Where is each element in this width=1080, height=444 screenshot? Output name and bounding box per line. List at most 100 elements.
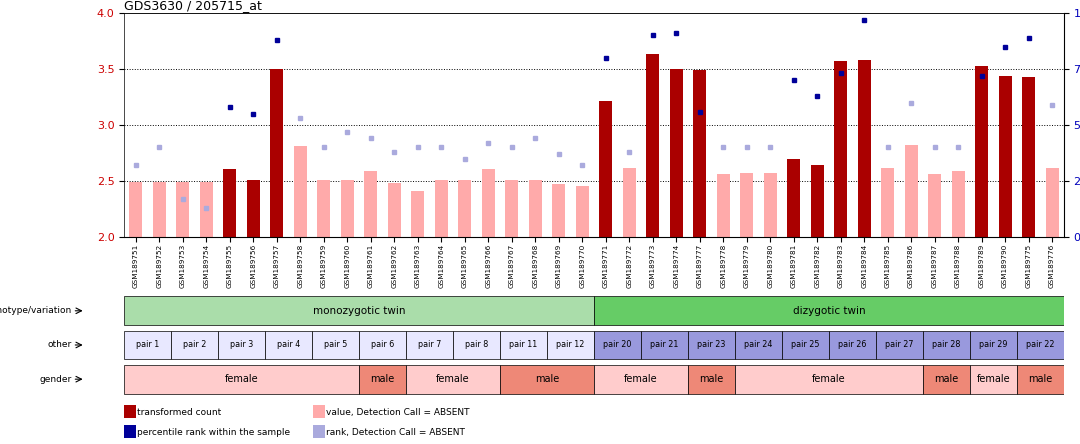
Bar	[782, 331, 828, 359]
Bar	[318, 180, 330, 237]
Bar	[312, 331, 359, 359]
Text: rank, Detection Call = ABSENT: rank, Detection Call = ABSENT	[326, 428, 465, 437]
Text: pair 4: pair 4	[276, 341, 300, 349]
Text: gender: gender	[39, 375, 71, 384]
Bar	[1017, 365, 1064, 393]
Text: female: female	[812, 374, 846, 384]
Bar	[153, 182, 166, 237]
Bar	[740, 173, 753, 237]
Text: pair 12: pair 12	[556, 341, 584, 349]
Bar	[124, 297, 594, 325]
Bar	[458, 180, 471, 237]
Bar	[454, 331, 500, 359]
Bar	[594, 365, 688, 393]
Bar	[688, 365, 735, 393]
Bar	[951, 171, 964, 237]
Bar	[313, 425, 325, 438]
Bar	[876, 331, 922, 359]
Bar	[200, 182, 213, 237]
Bar	[1045, 167, 1058, 237]
Text: pair 11: pair 11	[510, 341, 538, 349]
Bar	[482, 169, 495, 237]
Bar	[922, 365, 970, 393]
Bar	[594, 297, 1064, 325]
Text: male: male	[1028, 374, 1052, 384]
Bar	[247, 180, 260, 237]
Bar	[364, 171, 377, 237]
Text: pair 7: pair 7	[418, 341, 442, 349]
Text: pair 8: pair 8	[464, 341, 488, 349]
Bar	[787, 159, 800, 237]
Bar	[735, 365, 922, 393]
Bar	[623, 167, 636, 237]
Bar	[552, 184, 565, 237]
Bar	[218, 331, 266, 359]
Bar	[834, 61, 847, 237]
Text: pair 27: pair 27	[886, 341, 914, 349]
Bar	[688, 331, 735, 359]
Bar	[999, 75, 1012, 237]
Text: male: male	[700, 374, 724, 384]
Text: pair 20: pair 20	[604, 341, 632, 349]
Text: pair 26: pair 26	[838, 341, 866, 349]
Bar	[124, 425, 136, 438]
Text: monozygotic twin: monozygotic twin	[313, 306, 405, 316]
Text: pair 5: pair 5	[324, 341, 348, 349]
Text: genotype/variation: genotype/variation	[0, 306, 71, 315]
Bar	[411, 191, 424, 237]
Text: female: female	[225, 374, 258, 384]
Bar	[388, 183, 401, 237]
Bar	[266, 331, 312, 359]
Bar	[717, 174, 730, 237]
Text: pair 25: pair 25	[792, 341, 820, 349]
Text: pair 6: pair 6	[370, 341, 394, 349]
Bar	[224, 169, 237, 237]
Bar	[505, 180, 518, 237]
Bar	[828, 331, 876, 359]
Bar	[313, 405, 325, 418]
Text: pair 2: pair 2	[183, 341, 206, 349]
Bar	[670, 69, 683, 237]
Text: female: female	[624, 374, 658, 384]
Bar	[435, 180, 448, 237]
Text: transformed count: transformed count	[137, 408, 221, 417]
Bar	[406, 365, 500, 393]
Bar	[970, 331, 1017, 359]
Bar	[642, 331, 688, 359]
Bar	[922, 331, 970, 359]
Text: female: female	[976, 374, 1010, 384]
Bar	[130, 182, 143, 237]
Bar	[858, 60, 870, 237]
Text: pair 24: pair 24	[744, 341, 772, 349]
Bar	[970, 365, 1017, 393]
Bar	[359, 331, 406, 359]
Text: pair 1: pair 1	[136, 341, 160, 349]
Text: GDS3630 / 205715_at: GDS3630 / 205715_at	[124, 0, 262, 12]
Text: dizygotic twin: dizygotic twin	[793, 306, 865, 316]
Text: pair 29: pair 29	[980, 341, 1008, 349]
Bar	[500, 365, 594, 393]
Bar	[406, 331, 454, 359]
Text: male: male	[370, 374, 394, 384]
Bar	[1017, 331, 1064, 359]
Bar	[124, 405, 136, 418]
Bar	[693, 70, 706, 237]
Text: percentile rank within the sample: percentile rank within the sample	[137, 428, 291, 437]
Bar	[124, 365, 359, 393]
Bar	[928, 174, 941, 237]
Bar	[124, 331, 171, 359]
Text: male: male	[934, 374, 958, 384]
Bar	[646, 54, 659, 237]
Bar	[576, 186, 589, 237]
Bar	[529, 180, 542, 237]
Bar	[975, 66, 988, 237]
Bar	[881, 167, 894, 237]
Bar	[500, 331, 546, 359]
Text: pair 3: pair 3	[230, 341, 254, 349]
Bar	[811, 165, 824, 237]
Bar	[735, 331, 782, 359]
Bar	[594, 331, 642, 359]
Bar	[341, 180, 354, 237]
Text: female: female	[436, 374, 470, 384]
Text: pair 23: pair 23	[698, 341, 726, 349]
